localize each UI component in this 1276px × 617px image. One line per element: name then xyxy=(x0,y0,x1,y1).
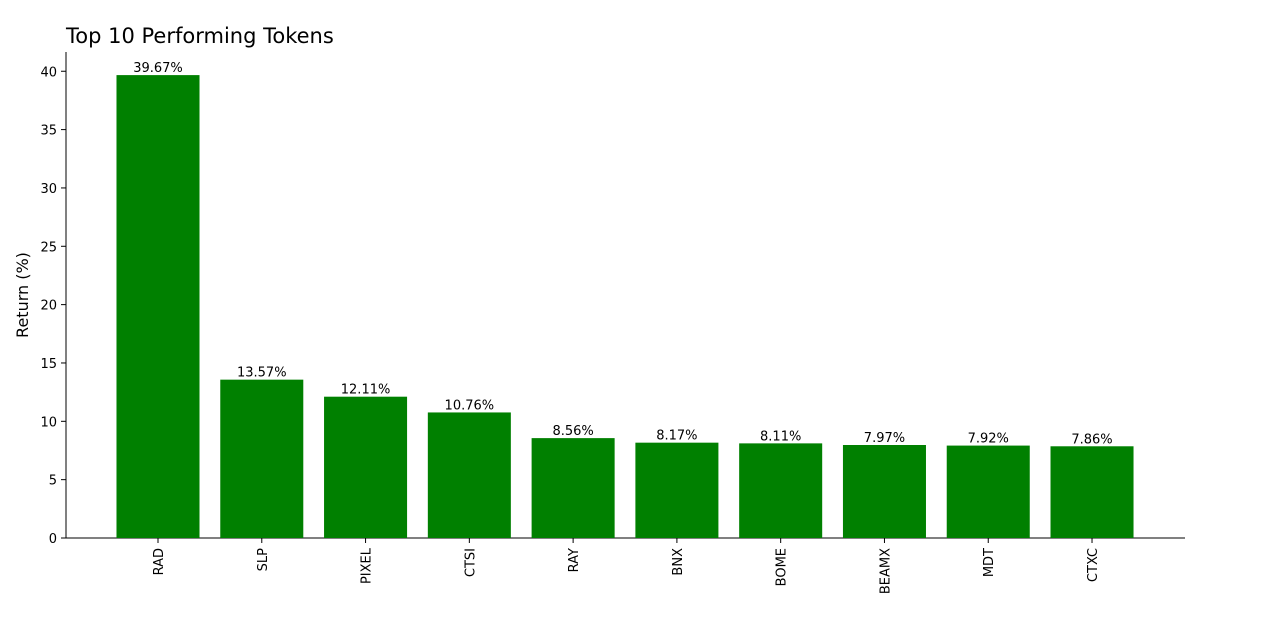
value-label: 10.76% xyxy=(445,398,495,413)
y-tick-label: 20 xyxy=(40,299,57,314)
value-label: 7.92% xyxy=(968,432,1009,447)
bar xyxy=(946,445,1030,538)
y-tick-label: 15 xyxy=(40,357,57,372)
bar xyxy=(842,445,926,538)
x-tick-label: RAD xyxy=(152,548,167,575)
chart-title: Top 10 Performing Tokens xyxy=(65,24,334,48)
value-label: 7.97% xyxy=(864,431,905,446)
y-tick-label: 5 xyxy=(49,474,57,489)
bar xyxy=(427,412,511,538)
y-tick-label: 10 xyxy=(40,415,57,430)
y-tick-label: 30 xyxy=(40,182,57,197)
y-tick-label: 40 xyxy=(40,65,57,80)
value-label: 13.57% xyxy=(237,366,287,381)
x-tick-label: PIXEL xyxy=(360,547,375,584)
bar xyxy=(1050,446,1134,538)
value-label: 39.67% xyxy=(133,61,183,76)
bar xyxy=(220,379,304,538)
y-axis-label: Return (%) xyxy=(13,252,32,338)
y-tick-label: 35 xyxy=(40,124,57,139)
value-label: 7.86% xyxy=(1071,432,1112,447)
bar xyxy=(324,396,408,538)
bar xyxy=(635,442,719,538)
bar xyxy=(531,438,615,538)
value-label: 8.56% xyxy=(552,424,593,439)
x-tick-label: CTXC xyxy=(1086,548,1101,582)
value-label: 8.11% xyxy=(760,429,801,444)
bar xyxy=(116,75,200,539)
x-tick-label: BOME xyxy=(775,548,790,586)
y-tick-label: 0 xyxy=(49,532,57,547)
bar xyxy=(739,443,823,538)
y-tick-label: 25 xyxy=(40,240,57,255)
x-tick-label: RAY xyxy=(567,548,582,572)
x-tick-label: BEAMX xyxy=(878,548,893,594)
x-tick-label: BNX xyxy=(671,548,686,576)
x-tick-label: CTSI xyxy=(463,548,478,577)
value-label: 8.17% xyxy=(656,429,697,444)
value-label: 12.11% xyxy=(341,383,391,398)
x-tick-label: SLP xyxy=(256,548,271,571)
x-tick-label: MDT xyxy=(982,548,997,577)
